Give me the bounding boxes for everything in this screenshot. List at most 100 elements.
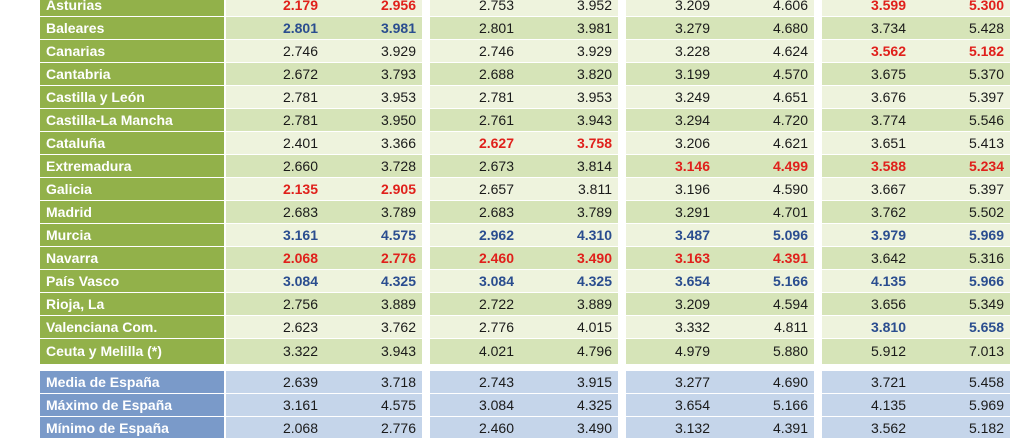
value-cell: 5.096: [716, 224, 814, 247]
value-cell: 3.793: [324, 63, 422, 86]
value-cell: 3.163: [618, 247, 716, 270]
value-cell: 5.912: [814, 339, 912, 365]
row-label: Murcia: [40, 224, 226, 247]
value-cell: 2.781: [226, 86, 324, 109]
value-cell: 2.753: [422, 0, 520, 17]
value-cell: 4.720: [716, 109, 814, 132]
value-cell: 2.683: [226, 201, 324, 224]
value-cell: 2.639: [226, 371, 324, 394]
value-cell: 3.161: [226, 224, 324, 247]
value-cell: 3.490: [520, 247, 618, 270]
value-cell: 3.562: [814, 417, 912, 438]
value-cell: 3.952: [520, 0, 618, 17]
table-row: Navarra 2.068 2.776 2.460 3.490 3.163 4.391 3.6…: [40, 247, 1010, 270]
value-cell: 3.820: [520, 63, 618, 86]
value-cell: 2.068: [226, 417, 324, 438]
value-cell: 4.606: [716, 0, 814, 17]
value-cell: 5.182: [912, 40, 1010, 63]
table-row: Cataluña 2.401 3.366 2.627 3.758 3.206 4.621 3.…: [40, 132, 1010, 155]
value-cell: 2.776: [324, 417, 422, 438]
value-cell: 3.889: [520, 293, 618, 316]
value-cell: 3.642: [814, 247, 912, 270]
value-cell: 4.135: [814, 394, 912, 417]
value-cell: 5.234: [912, 155, 1010, 178]
value-cell: 3.981: [520, 17, 618, 40]
value-cell: 4.651: [716, 86, 814, 109]
value-cell: 2.657: [422, 178, 520, 201]
value-cell: 4.391: [716, 417, 814, 438]
table-row: Valenciana Com. 2.623 3.762 2.776 4.015 3.332…: [40, 316, 1010, 339]
value-cell: 7.013: [912, 339, 1010, 365]
value-cell: 4.499: [716, 155, 814, 178]
value-cell: 3.249: [618, 86, 716, 109]
row-label: Rioja, La: [40, 293, 226, 316]
value-cell: 5.397: [912, 86, 1010, 109]
value-cell: 4.325: [520, 394, 618, 417]
value-cell: 2.776: [422, 316, 520, 339]
value-cell: 3.199: [618, 63, 716, 86]
value-cell: 5.413: [912, 132, 1010, 155]
row-label: Asturias: [40, 0, 226, 17]
value-cell: 3.562: [814, 40, 912, 63]
table-row: Extremadura 2.660 3.728 2.673 3.814 3.146 4.49…: [40, 155, 1010, 178]
value-cell: 5.349: [912, 293, 1010, 316]
value-cell: 3.950: [324, 109, 422, 132]
value-cell: 2.401: [226, 132, 324, 155]
value-cell: 5.458: [912, 371, 1010, 394]
value-cell: 5.969: [912, 224, 1010, 247]
value-cell: 3.279: [618, 17, 716, 40]
row-label: Baleares: [40, 17, 226, 40]
value-cell: 4.701: [716, 201, 814, 224]
row-label: Media de España: [40, 371, 226, 394]
value-cell: 3.084: [226, 270, 324, 293]
value-cell: 3.294: [618, 109, 716, 132]
value-cell: 4.796: [520, 339, 618, 365]
value-cell: 3.762: [324, 316, 422, 339]
value-cell: 3.654: [618, 394, 716, 417]
value-cell: 5.546: [912, 109, 1010, 132]
row-label: Ceuta y Melilla (*): [40, 339, 226, 365]
value-cell: 3.146: [618, 155, 716, 178]
value-cell: 4.325: [324, 270, 422, 293]
table-row: Madrid 2.683 3.789 2.683 3.789 3.291 4.701 3.76…: [40, 201, 1010, 224]
value-cell: 3.161: [226, 394, 324, 417]
value-cell: 4.391: [716, 247, 814, 270]
value-cell: 5.966: [912, 270, 1010, 293]
value-cell: 3.676: [814, 86, 912, 109]
value-cell: 2.756: [226, 293, 324, 316]
value-cell: 5.300: [912, 0, 1010, 17]
value-cell: 3.277: [618, 371, 716, 394]
value-cell: 3.943: [520, 109, 618, 132]
value-cell: 2.672: [226, 63, 324, 86]
value-cell: 2.068: [226, 247, 324, 270]
value-cell: 2.673: [422, 155, 520, 178]
value-cell: 3.734: [814, 17, 912, 40]
value-cell: 3.811: [520, 178, 618, 201]
value-cell: 3.654: [618, 270, 716, 293]
value-cell: 3.810: [814, 316, 912, 339]
table-row: Asturias 2.179 2.956 2.753 3.952 3.209 4.606 3.…: [40, 0, 1010, 17]
value-cell: 4.979: [618, 339, 716, 365]
value-cell: 2.801: [226, 17, 324, 40]
value-cell: 3.332: [618, 316, 716, 339]
table-body: Asturias 2.179 2.956 2.753 3.952 3.209 4.606 3.…: [40, 0, 1010, 438]
value-cell: 2.660: [226, 155, 324, 178]
value-cell: 3.656: [814, 293, 912, 316]
value-cell: 3.599: [814, 0, 912, 17]
row-label: Extremadura: [40, 155, 226, 178]
row-label: País Vasco: [40, 270, 226, 293]
value-cell: 2.722: [422, 293, 520, 316]
row-label: Máximo de España: [40, 394, 226, 417]
value-cell: 3.943: [324, 339, 422, 365]
value-cell: 3.774: [814, 109, 912, 132]
table-row: Máximo de España 3.161 4.575 3.084 4.325 3.65…: [40, 394, 1010, 417]
row-label: Cantabria: [40, 63, 226, 86]
value-cell: 2.460: [422, 247, 520, 270]
value-cell: 3.084: [422, 270, 520, 293]
value-cell: 3.762: [814, 201, 912, 224]
value-cell: 3.651: [814, 132, 912, 155]
value-cell: 3.667: [814, 178, 912, 201]
section-divider: [40, 365, 1010, 371]
value-cell: 5.397: [912, 178, 1010, 201]
value-cell: 4.590: [716, 178, 814, 201]
